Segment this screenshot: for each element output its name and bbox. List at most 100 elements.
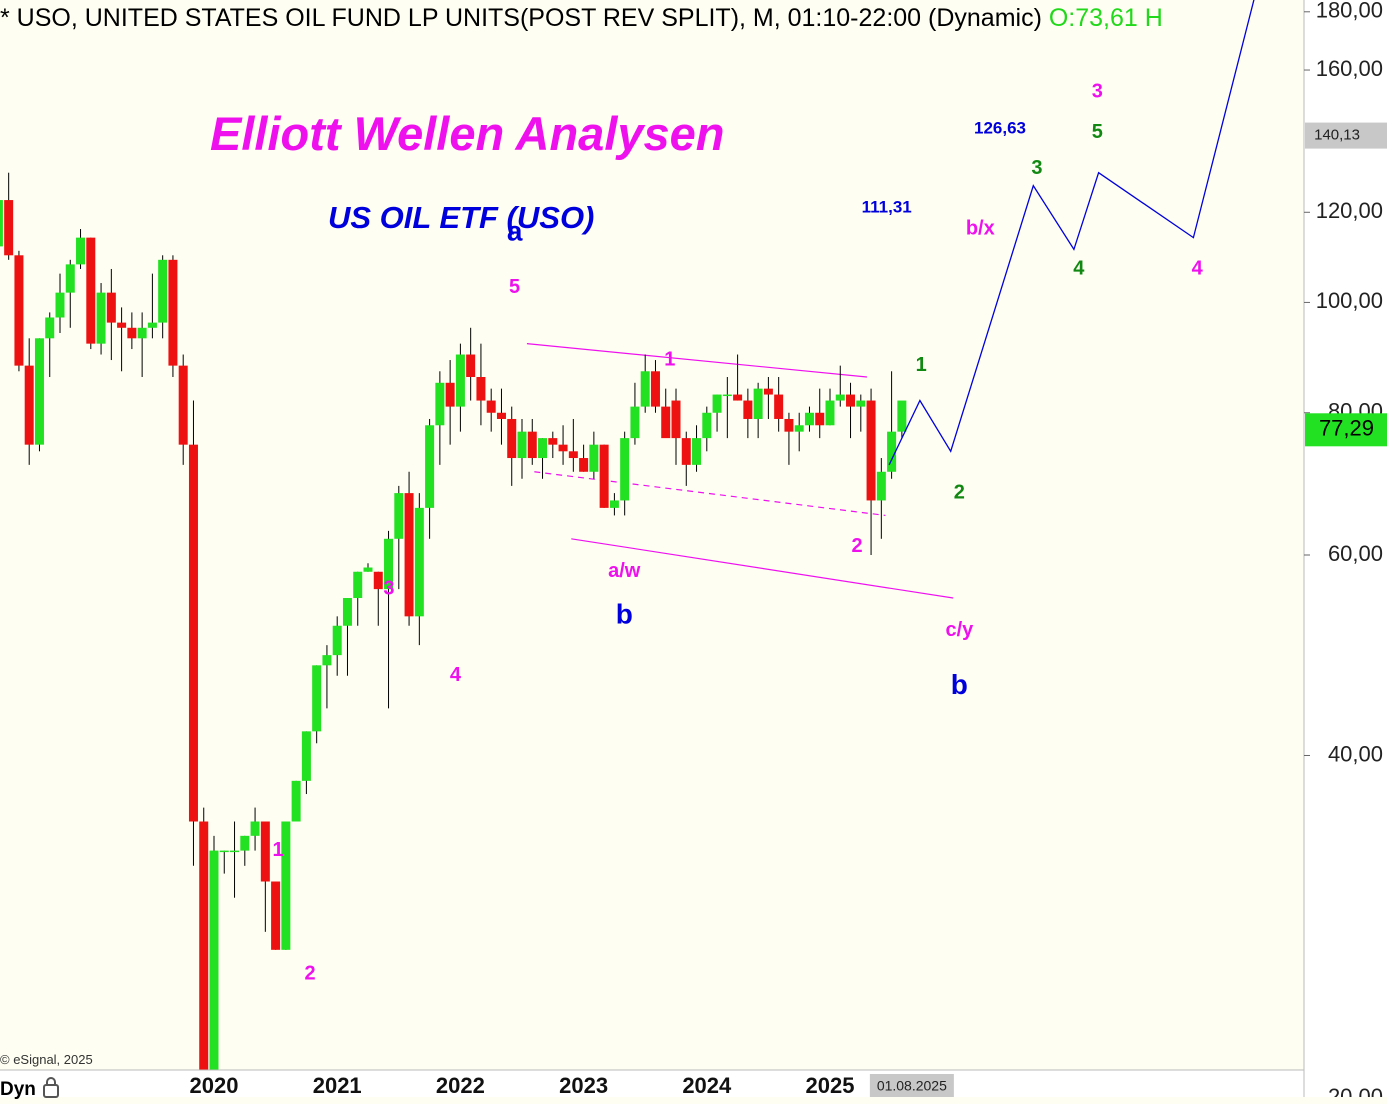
candle-body (671, 400, 681, 439)
y-tick-label-6: 100,00 (1316, 288, 1383, 313)
x-tick-label-5: 2025 (806, 1073, 855, 1097)
candle-body (876, 471, 886, 501)
y-tick-label-8: 60,00 (1328, 541, 1383, 566)
candle-body (219, 850, 229, 853)
wave-label-12: c/y (945, 619, 974, 641)
wave-label-20: 3 (1092, 80, 1103, 102)
candle-body (681, 438, 691, 465)
candle-body (435, 382, 445, 426)
price-box-label-1: 77,29 (1319, 416, 1374, 441)
candle-body (579, 458, 589, 472)
projection-path (888, 0, 1255, 466)
candle-body (158, 259, 168, 323)
channel-line-0 (526, 343, 868, 378)
candle-body (599, 444, 609, 508)
candle-body (86, 237, 96, 344)
price-axis-panel (1304, 0, 1387, 1097)
candle-body (589, 444, 599, 472)
header-open-value: O:73,61 H (1048, 4, 1163, 32)
wave-label-5: a (507, 216, 523, 247)
price-box-0 (1305, 122, 1387, 149)
wave-label-6: 1 (664, 348, 675, 370)
candle-body (835, 394, 845, 401)
dyn-text: Dyn (0, 1079, 36, 1100)
candle-body (856, 400, 866, 407)
lock-icon[interactable] (41, 1076, 61, 1104)
candle-body (804, 412, 814, 426)
candle-body (404, 493, 414, 617)
wave-label-10: 1 (916, 354, 927, 376)
candle-body (117, 322, 127, 328)
candle-body (733, 394, 743, 401)
candle-body (476, 376, 486, 401)
candle-body (353, 571, 363, 599)
candle-body (271, 881, 281, 950)
candle-body (106, 292, 116, 323)
candle-body (722, 394, 732, 397)
candle-body (466, 354, 476, 377)
candle-body (846, 394, 856, 407)
date-box-label: 01.08.2025 (877, 1078, 947, 1094)
wave-label-2: 3 (383, 577, 394, 599)
candle-body (188, 444, 198, 822)
wave-label-16: 126,63 (974, 119, 1026, 138)
candle-body (45, 317, 55, 339)
wave-label-7: a/w (608, 560, 641, 582)
time-axis-panel (0, 1070, 1304, 1097)
candle-body (281, 821, 291, 950)
candle-body (394, 493, 404, 539)
candle-body (342, 598, 352, 626)
candle-body (640, 371, 650, 407)
wave-label-13: b (951, 669, 968, 700)
candle-body (568, 451, 578, 459)
sub-title: US OIL ETF (USO) (328, 200, 595, 235)
candle-body (507, 418, 517, 459)
x-tick-label-0: 2020 (190, 1073, 239, 1097)
candle-body (373, 571, 383, 590)
candle-body (743, 400, 753, 419)
candle-body (825, 400, 835, 426)
x-tick-label-1: 2021 (313, 1073, 362, 1097)
candle-body (137, 327, 147, 339)
copyright-text: © eSignal, 2025 (0, 1052, 93, 1067)
candle-body (630, 406, 640, 439)
candle-body (14, 255, 24, 366)
wave-label-11: 2 (954, 481, 965, 503)
candle-body (517, 431, 527, 459)
candle-body (794, 425, 804, 432)
candle-body (548, 438, 558, 445)
candle-body (609, 500, 619, 508)
dyn-label[interactable]: Dyn (0, 1076, 61, 1104)
candle-body (445, 382, 455, 407)
header-symbol-text: * USO, UNITED STATES OIL FUND LP UNITS(P… (0, 4, 1049, 32)
candle-body (650, 371, 660, 407)
candle-body (34, 338, 44, 445)
candle-body (753, 388, 763, 419)
chart-header: * USO, UNITED STATES OIL FUND LP UNITS(P… (0, 4, 1304, 33)
candle-body (763, 388, 773, 395)
wave-label-1: 2 (305, 962, 316, 984)
price-box-1 (1305, 413, 1387, 447)
y-tick-label-9: 40,00 (1328, 741, 1383, 766)
wave-label-9: 2 (852, 535, 863, 557)
wave-label-4: 5 (509, 276, 520, 298)
candle-body (815, 412, 825, 426)
date-box (869, 1074, 954, 1097)
candle-body (209, 850, 219, 1097)
candle-body (620, 438, 630, 501)
candle-body (178, 365, 188, 445)
candle-body (784, 418, 794, 432)
candle-body (230, 850, 240, 853)
candle-body (301, 731, 311, 781)
candle-body (702, 412, 712, 439)
candle-body (291, 780, 301, 822)
wave-label-3: 4 (450, 664, 462, 686)
candle-body (414, 507, 424, 617)
candle-body (65, 264, 75, 293)
channel-line-1 (571, 538, 954, 599)
candle-body (199, 821, 209, 1097)
candle-body (96, 292, 106, 344)
candle-body (887, 431, 897, 472)
